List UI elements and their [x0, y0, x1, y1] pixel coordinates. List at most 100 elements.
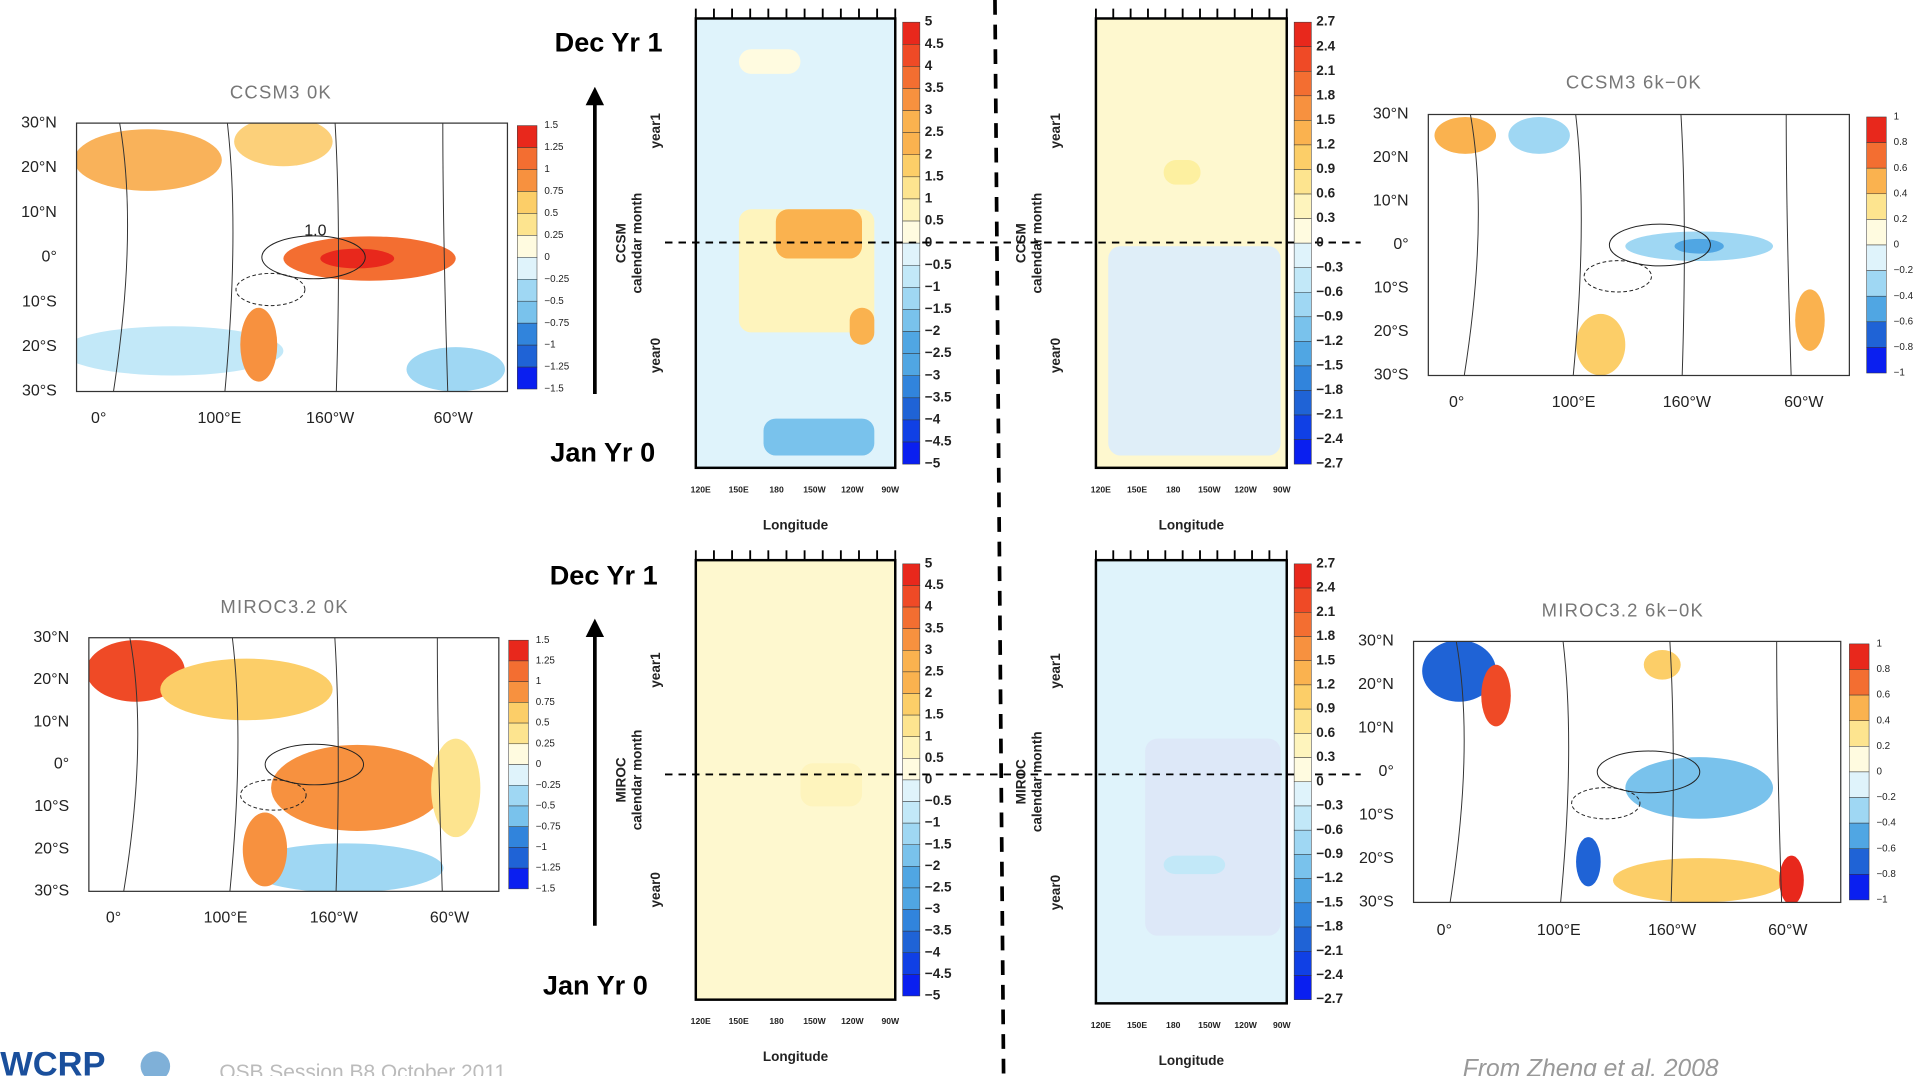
colorbar-label: 1 [536, 676, 541, 687]
colorbar-label: −4 [925, 944, 941, 959]
colorbar-label: 5 [925, 555, 933, 570]
colorbar-label: −1 [544, 340, 555, 351]
colorbar-label: 0.5 [536, 718, 550, 729]
colorbar-label: 3.5 [925, 80, 944, 95]
divider [993, 0, 1006, 1076]
colorbar-segment [902, 693, 921, 716]
colorbar-label: 2 [925, 685, 933, 700]
map-frame [75, 122, 509, 393]
colorbar-segment [517, 191, 538, 214]
model-label: CCSM [614, 223, 629, 263]
colorbar-label: −1.25 [536, 863, 561, 874]
colorbar-segment [1849, 874, 1870, 901]
lat-label: 30°N [1373, 106, 1409, 123]
y-axis-label: calendar month [630, 730, 645, 831]
x-axis-label: Longitude [1159, 517, 1225, 532]
y-axis-label: calendar month [1030, 731, 1045, 832]
x-axis-label: Longitude [1159, 1053, 1225, 1068]
lat-label: 30°S [1359, 894, 1394, 911]
colorbar-segment [902, 264, 921, 288]
colorbar-label: −1.5 [1316, 894, 1343, 909]
anomaly-region [320, 248, 395, 269]
colorbar-segment [1293, 341, 1312, 367]
lat-label: 20°N [21, 159, 57, 176]
colorbar-segment [1293, 805, 1312, 831]
colorbar-segment [1866, 116, 1887, 143]
year-label: year0 [1048, 338, 1063, 373]
anomaly-region [1576, 837, 1601, 887]
lat-label: 30°S [34, 883, 69, 900]
colorbar-label: −0.5 [536, 801, 556, 812]
colorbar-segment [902, 563, 921, 586]
year-label: year1 [648, 113, 663, 149]
colorbar-segment [902, 154, 921, 178]
coastline [1669, 641, 1674, 903]
anomaly-region [406, 347, 505, 392]
colorbar-label: −1.2 [1316, 870, 1343, 885]
lat-label: 10°N [1373, 193, 1409, 210]
colorbar-segment [517, 366, 538, 390]
colorbar-segment [508, 639, 529, 662]
colorbar-segment [1293, 414, 1312, 440]
colorbar-segment [1293, 120, 1312, 146]
lat-label: 30°N [33, 629, 69, 646]
colorbar-segment [1866, 167, 1887, 195]
lon-label: 160°W [1648, 922, 1697, 939]
colorbar-label: −1.5 [1316, 357, 1343, 372]
colorbar-segment [517, 213, 538, 236]
lon-label: 100°E [197, 410, 241, 427]
x-tick-label: 90W [1273, 1020, 1292, 1030]
session: OSB Session B8 October 2011 [219, 1061, 506, 1076]
colorbar-segment [902, 779, 921, 802]
x-tick-label: 180 [769, 1016, 784, 1026]
lat-label: 10°S [1359, 807, 1394, 824]
lat-label: 30°S [22, 383, 57, 400]
colorbar-label: −3 [925, 901, 941, 916]
colorbar-segment [1293, 781, 1312, 807]
coastline [1680, 114, 1685, 376]
map-field [1434, 114, 1825, 376]
colorbar-label: 1.5 [1316, 112, 1335, 127]
lon-label: 60°W [1768, 922, 1808, 939]
colorbar-label: 1 [1876, 638, 1881, 649]
lat-label: 20°S [1374, 323, 1409, 340]
anomaly-region [1576, 313, 1626, 376]
colorbar-label: 1 [1894, 112, 1899, 123]
colorbar-label: 0.5 [544, 208, 558, 219]
colorbar-label: −2 [925, 858, 940, 873]
anomaly-region [242, 812, 288, 887]
anomaly-region [775, 209, 863, 259]
x-tick-label: 120W [841, 1016, 864, 1026]
lon-label: 100°E [204, 910, 248, 927]
colorbar-label: −0.25 [544, 274, 569, 285]
y-axis-label: calendar month [630, 193, 645, 294]
colorbar-segment [1866, 244, 1887, 271]
colorbar-segment [508, 785, 529, 807]
colorbar-segment [902, 650, 921, 673]
colorbar-label: 2.1 [1316, 63, 1335, 78]
colorbar-label: −4.5 [925, 434, 952, 449]
model-label: CCSM [1014, 223, 1029, 263]
anomaly-region [1108, 246, 1281, 456]
colorbar-segment [1293, 316, 1312, 342]
colorbar-label: −0.6 [1894, 316, 1914, 327]
colorbar-label: 4.5 [925, 577, 944, 592]
colorbar-segment [1293, 46, 1312, 72]
colorbar-segment [1866, 193, 1887, 220]
colorbar-label: 1.25 [544, 142, 564, 153]
anomaly-region [76, 129, 222, 191]
colorbar-segment [1866, 321, 1887, 348]
coastline [334, 637, 339, 892]
anomaly-region [1643, 650, 1681, 680]
x-tick-label: 120W [1234, 484, 1257, 494]
anomaly-region [1145, 738, 1281, 936]
anomaly-region [1508, 116, 1570, 154]
logo: WCRP [0, 1045, 105, 1076]
anomaly-region [1795, 289, 1825, 351]
map-title: CCSM3 6k−0K [1566, 72, 1702, 93]
colorbar-segment [902, 801, 921, 824]
colorbar-label: −2.4 [1316, 431, 1343, 446]
lon-label: 0° [1449, 394, 1464, 411]
colorbar-label: 1.5 [544, 120, 558, 131]
x-axis-label: Longitude [763, 517, 829, 532]
